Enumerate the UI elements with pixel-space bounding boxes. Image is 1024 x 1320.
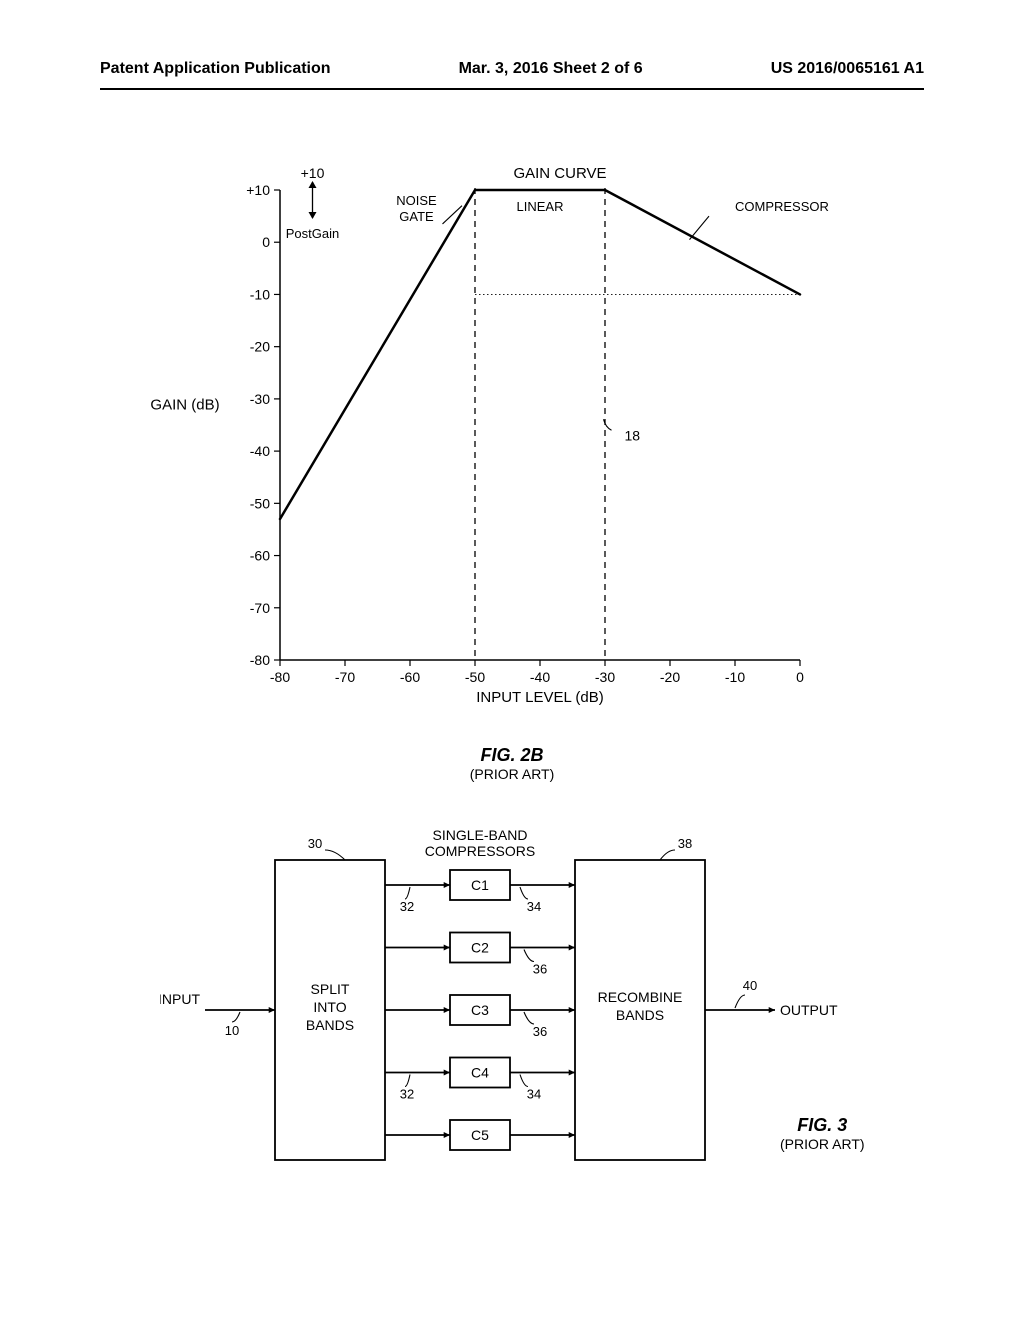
svg-text:-10: -10 xyxy=(725,669,745,685)
svg-text:-30: -30 xyxy=(595,669,615,685)
header-rule xyxy=(100,88,924,90)
svg-text:RECOMBINE: RECOMBINE xyxy=(598,989,683,1005)
svg-text:-60: -60 xyxy=(250,548,270,564)
fig3-label: FIG. 3 xyxy=(780,1115,865,1136)
svg-text:-80: -80 xyxy=(250,652,270,668)
svg-text:-40: -40 xyxy=(250,443,270,459)
svg-text:LINEAR: LINEAR xyxy=(517,199,564,214)
svg-text:-60: -60 xyxy=(400,669,420,685)
svg-text:INPUT LEVEL (dB): INPUT LEVEL (dB) xyxy=(476,689,604,706)
svg-text:32: 32 xyxy=(400,1087,414,1102)
svg-text:INTO: INTO xyxy=(313,999,346,1015)
svg-text:+10: +10 xyxy=(246,182,270,198)
fig2b-label: FIG. 2B xyxy=(0,745,1024,766)
svg-text:C2: C2 xyxy=(471,940,489,956)
svg-text:30: 30 xyxy=(308,836,322,851)
svg-text:GATE: GATE xyxy=(399,209,434,224)
svg-text:-50: -50 xyxy=(250,495,270,511)
svg-text:COMPRESSORS: COMPRESSORS xyxy=(425,843,535,859)
svg-text:+10: +10 xyxy=(301,165,325,181)
svg-text:OUTPUT: OUTPUT xyxy=(780,1002,838,1018)
svg-text:SINGLE-BAND: SINGLE-BAND xyxy=(433,827,528,843)
fig3-sub: (PRIOR ART) xyxy=(780,1136,865,1152)
svg-text:32: 32 xyxy=(400,899,414,914)
svg-text:-70: -70 xyxy=(250,600,270,616)
header-left: Patent Application Publication xyxy=(100,60,331,78)
svg-text:SPLIT: SPLIT xyxy=(311,981,350,997)
svg-text:18: 18 xyxy=(625,428,641,444)
svg-text:-30: -30 xyxy=(250,391,270,407)
svg-text:C3: C3 xyxy=(471,1002,489,1018)
svg-text:C1: C1 xyxy=(471,877,489,893)
svg-text:0: 0 xyxy=(262,234,270,250)
svg-text:-50: -50 xyxy=(465,669,485,685)
header-right: US 2016/0065161 A1 xyxy=(771,60,924,78)
page-header: Patent Application Publication Mar. 3, 2… xyxy=(0,60,1024,78)
header-center: Mar. 3, 2016 Sheet 2 of 6 xyxy=(459,60,643,78)
svg-text:34: 34 xyxy=(527,899,541,914)
svg-text:C4: C4 xyxy=(471,1065,489,1081)
svg-text:-10: -10 xyxy=(250,286,270,302)
svg-text:BANDS: BANDS xyxy=(306,1017,354,1033)
svg-text:10: 10 xyxy=(225,1023,239,1038)
svg-text:-80: -80 xyxy=(270,669,290,685)
svg-text:-70: -70 xyxy=(335,669,355,685)
fig2b-caption: FIG. 2B (PRIOR ART) xyxy=(0,745,1024,782)
svg-text:40: 40 xyxy=(743,978,757,993)
svg-text:COMPRESSOR: COMPRESSOR xyxy=(735,199,829,214)
svg-text:NOISE: NOISE xyxy=(396,193,437,208)
fig3-caption: FIG. 3 (PRIOR ART) xyxy=(780,1115,865,1152)
svg-text:GAIN CURVE: GAIN CURVE xyxy=(513,165,606,182)
multiband-diagram: SPLITINTOBANDSRECOMBINEBANDSSINGLE-BANDC… xyxy=(160,820,880,1180)
svg-text:-40: -40 xyxy=(530,669,550,685)
svg-text:INPUT: INPUT xyxy=(160,991,200,1007)
svg-text:0: 0 xyxy=(796,669,804,685)
svg-text:-20: -20 xyxy=(660,669,680,685)
svg-text:GAIN (dB): GAIN (dB) xyxy=(150,396,219,413)
svg-text:BANDS: BANDS xyxy=(616,1007,664,1023)
svg-text:C5: C5 xyxy=(471,1127,489,1143)
svg-text:36: 36 xyxy=(533,962,547,977)
svg-text:36: 36 xyxy=(533,1024,547,1039)
svg-text:PostGain: PostGain xyxy=(286,226,339,241)
svg-text:34: 34 xyxy=(527,1087,541,1102)
svg-text:-20: -20 xyxy=(250,339,270,355)
gain-curve-chart: -80 -70 -60 -50 -40 -30 -20 -10 0 +10 -80 -70 -60 -50… xyxy=(150,160,850,720)
fig2b-sub: (PRIOR ART) xyxy=(0,766,1024,782)
svg-text:38: 38 xyxy=(678,836,692,851)
